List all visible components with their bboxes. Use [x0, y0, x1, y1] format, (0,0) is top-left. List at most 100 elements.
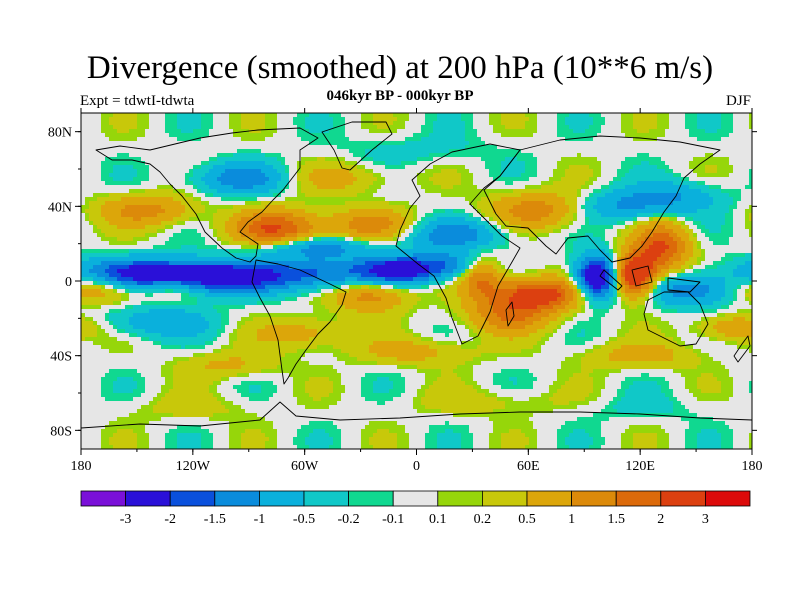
field-cell: [105, 197, 110, 202]
field-cell: [109, 129, 114, 134]
field-cell: [621, 221, 626, 226]
field-cell: [469, 197, 474, 202]
field-cell: [449, 121, 454, 126]
field-cell: [673, 189, 678, 194]
field-cell: [177, 133, 182, 138]
field-cell: [729, 113, 734, 118]
field-cell: [493, 209, 498, 214]
field-cell: [537, 169, 542, 174]
field-cell: [681, 181, 686, 186]
field-cell: [465, 113, 470, 118]
field-cell: [241, 205, 246, 210]
field-cell: [173, 125, 178, 130]
field-cell: [629, 161, 634, 166]
field-cell: [389, 189, 394, 194]
field-cell: [597, 137, 602, 142]
field-cell: [685, 145, 690, 150]
field-cell: [477, 133, 482, 138]
field-cell: [569, 133, 574, 138]
field-cell: [605, 173, 610, 178]
field-cell: [381, 149, 386, 154]
field-cell: [513, 145, 518, 150]
field-cell: [709, 121, 714, 126]
field-cell: [681, 225, 686, 230]
field-cell: [669, 153, 674, 158]
field-cell: [393, 189, 398, 194]
field-cell: [121, 121, 126, 126]
field-cell: [473, 173, 478, 178]
field-cell: [397, 197, 402, 202]
field-cell: [89, 225, 94, 230]
field-cell: [369, 121, 374, 126]
field-cell: [685, 137, 690, 142]
field-cell: [349, 181, 354, 186]
field-cell: [689, 153, 694, 158]
field-cell: [665, 189, 670, 194]
field-cell: [233, 185, 238, 190]
field-cell: [109, 133, 114, 138]
field-cell: [661, 209, 666, 214]
field-cell: [413, 201, 418, 206]
field-cell: [181, 161, 186, 166]
field-cell: [117, 133, 122, 138]
field-cell: [745, 149, 750, 154]
field-cell: [501, 181, 506, 186]
field-cell: [649, 149, 654, 154]
field-cell: [161, 225, 166, 230]
field-cell: [153, 121, 158, 126]
field-cell: [297, 189, 302, 194]
field-cell: [681, 133, 686, 138]
field-cell: [609, 177, 614, 182]
field-cell: [249, 141, 254, 146]
field-cell: [437, 229, 442, 234]
field-cell: [485, 141, 490, 146]
field-cell: [589, 197, 594, 202]
field-cell: [161, 217, 166, 222]
field-cell: [333, 141, 338, 146]
field-cell: [613, 141, 618, 146]
field-cell: [705, 225, 710, 230]
field-cell: [321, 125, 326, 130]
field-cell: [509, 197, 514, 202]
field-cell: [229, 117, 234, 122]
field-cell: [337, 149, 342, 154]
field-cell: [169, 129, 174, 134]
field-cell: [745, 205, 750, 210]
field-cell: [281, 209, 286, 214]
field-cell: [365, 221, 370, 226]
field-cell: [193, 117, 198, 122]
field-cell: [321, 153, 326, 158]
field-cell: [373, 113, 378, 118]
field-cell: [433, 225, 438, 230]
field-cell: [305, 153, 310, 158]
field-cell: [413, 217, 418, 222]
field-cell: [237, 121, 242, 126]
field-cell: [597, 161, 602, 166]
field-cell: [213, 197, 218, 202]
field-cell: [289, 145, 294, 150]
field-cell: [213, 205, 218, 210]
field-cell: [365, 193, 370, 198]
field-cell: [605, 145, 610, 150]
field-cell: [285, 149, 290, 154]
field-cell: [509, 113, 514, 118]
field-cell: [553, 117, 558, 122]
field-cell: [313, 197, 318, 202]
field-cell: [649, 133, 654, 138]
field-cell: [597, 149, 602, 154]
field-cell: [461, 229, 466, 234]
field-cell: [481, 153, 486, 158]
field-cell: [177, 113, 182, 118]
field-cell: [249, 137, 254, 142]
field-cell: [141, 189, 146, 194]
field-cell: [729, 213, 734, 218]
field-cell: [585, 161, 590, 166]
field-cell: [173, 161, 178, 166]
field-cell: [333, 213, 338, 218]
field-cell: [397, 133, 402, 138]
field-cell: [717, 177, 722, 182]
field-cell: [697, 197, 702, 202]
field-cell: [469, 169, 474, 174]
field-cell: [245, 125, 250, 130]
field-cell: [401, 149, 406, 154]
